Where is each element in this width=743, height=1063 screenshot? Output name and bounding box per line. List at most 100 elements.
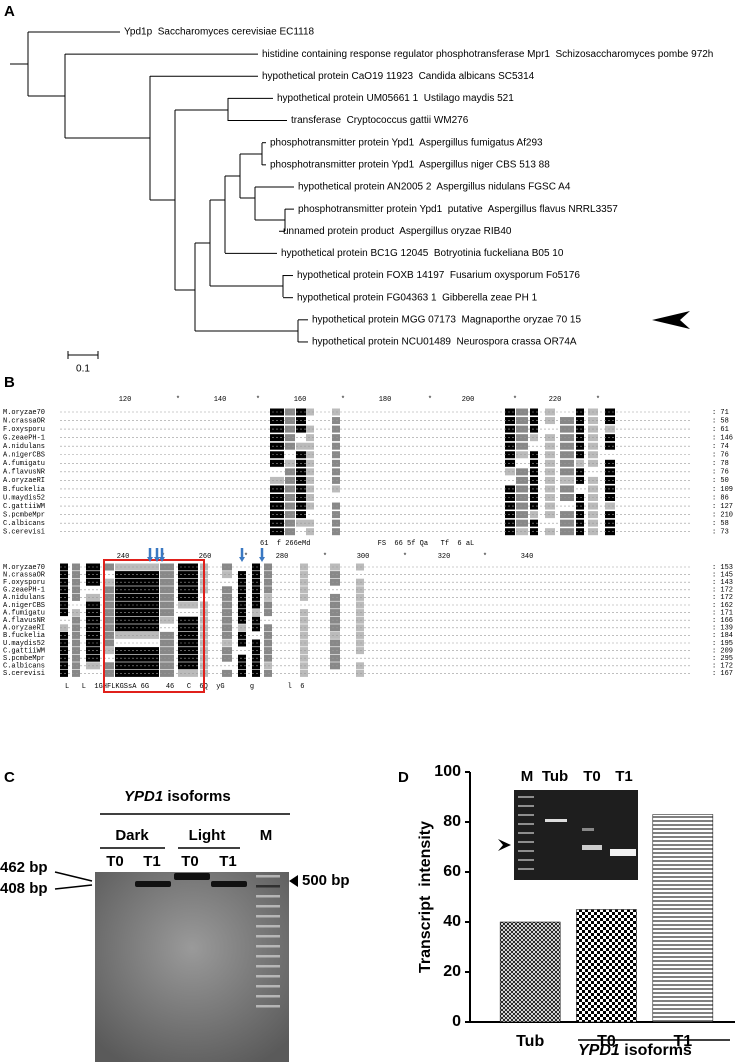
sequence-name: M.oryzae70 bbox=[3, 409, 45, 417]
residue-shade bbox=[160, 669, 174, 677]
leaf-label: hypothetical protein NCU01489 Neurospora… bbox=[312, 337, 577, 348]
band bbox=[211, 881, 247, 887]
residue-shade bbox=[160, 593, 174, 601]
sequence-name: A.oryzaeRI bbox=[3, 625, 45, 633]
sequence-name: U.maydis52 bbox=[3, 494, 45, 502]
y-tick-label: 0 bbox=[452, 1013, 461, 1030]
residue-shade bbox=[330, 624, 340, 632]
leaf-label: phosphotransmitter protein Ypd1 Aspergil… bbox=[270, 137, 543, 148]
lane-label: T1 bbox=[143, 853, 161, 870]
band bbox=[174, 873, 210, 880]
residue-shade bbox=[222, 571, 232, 579]
sequence-name: C.albicans bbox=[3, 520, 45, 528]
ruler-label: 140 bbox=[214, 396, 227, 404]
ladder-band bbox=[256, 975, 280, 978]
residue-shade bbox=[160, 647, 174, 655]
sequence-name: B.fuckelia bbox=[3, 632, 45, 640]
sequence-end: : 295 bbox=[712, 655, 733, 663]
leaf-label: Ypd1p Saccharomyces cerevisiae EC1118 bbox=[124, 27, 315, 38]
sequence-name: M.oryzae70 bbox=[3, 564, 45, 572]
marker-arrow bbox=[54, 871, 93, 882]
x-tick-label: T1 bbox=[673, 1033, 692, 1050]
sequence-end: : 167 bbox=[712, 670, 733, 678]
y-axis-label: Transcript intensity bbox=[417, 821, 434, 973]
condition-label: Dark bbox=[115, 827, 149, 844]
inset-ladder-band bbox=[518, 805, 534, 807]
ruler-label: * bbox=[244, 553, 248, 561]
gel-title-italic: YPD1 bbox=[124, 788, 163, 805]
ruler-label: 200 bbox=[462, 396, 475, 404]
inset-ladder-band bbox=[518, 796, 534, 798]
residue-shade bbox=[160, 609, 174, 617]
residue-shade bbox=[560, 417, 574, 425]
residue-shade bbox=[330, 593, 340, 601]
inset-lane-label: T0 bbox=[583, 768, 601, 785]
ladder-band bbox=[256, 945, 280, 948]
sequence-end: : 50 bbox=[712, 477, 729, 485]
x-tick-label: Tub bbox=[516, 1033, 544, 1050]
ruler-label: * bbox=[341, 396, 345, 404]
sequence-name: S.cerevisi bbox=[3, 529, 45, 537]
sequence-end: : 145 bbox=[712, 571, 733, 579]
residue-shade bbox=[222, 647, 232, 655]
sequence-name: C.gattiiWM bbox=[3, 503, 45, 511]
ruler-label: * bbox=[483, 553, 487, 561]
residue-shade bbox=[222, 639, 232, 647]
sequence-name: G.zeaePH-1 bbox=[3, 434, 45, 442]
ruler-label: * bbox=[596, 396, 600, 404]
sequence-name: C.albicans bbox=[3, 663, 45, 671]
marker-arrowhead bbox=[289, 875, 298, 887]
ladder-band bbox=[256, 965, 280, 968]
sequence-end: : 172 bbox=[712, 594, 733, 602]
inset-band bbox=[582, 845, 602, 850]
sequence-end: : 71 bbox=[712, 409, 729, 417]
inset-band bbox=[610, 849, 636, 856]
residue-shade bbox=[160, 601, 174, 609]
bar bbox=[652, 814, 714, 1023]
sequence-name: N.crassaOR bbox=[3, 571, 46, 579]
residue-shade bbox=[560, 494, 574, 501]
highlight-box bbox=[103, 559, 205, 693]
ruler-label: * bbox=[428, 396, 432, 404]
residue-shade bbox=[560, 442, 574, 450]
sequence-name: G.zeaePH-1 bbox=[3, 587, 45, 595]
consensus: L L 1GHFLKGSsA 6G 46 C 6Q yG g l 6 bbox=[65, 683, 304, 691]
leaf-label: histidine containing response regulator … bbox=[262, 49, 713, 60]
sequence-name: U.maydis52 bbox=[3, 640, 45, 648]
x-tick-label: T0 bbox=[597, 1033, 616, 1050]
sequence-name: S.pcmbeMpr bbox=[3, 655, 45, 663]
sequence-end: : 78 bbox=[712, 460, 729, 468]
sequence-end: : 146 bbox=[712, 434, 733, 442]
leaf-label: hypothetical protein BC1G 12045 Botryoti… bbox=[281, 248, 564, 259]
lane-label: T0 bbox=[106, 853, 124, 870]
residue-shade bbox=[222, 669, 232, 677]
ladder-band bbox=[256, 995, 280, 998]
sequence-name: N.crassaOR bbox=[3, 417, 46, 425]
gel-title: YPD1 isoforms bbox=[124, 788, 231, 805]
residue-shade bbox=[222, 593, 232, 601]
ladder-band bbox=[256, 985, 280, 988]
ruler-label: * bbox=[403, 553, 407, 561]
sequence-end: : 74 bbox=[712, 443, 729, 451]
inset-band bbox=[545, 819, 567, 822]
residue-shade bbox=[160, 654, 174, 662]
residue-shade bbox=[222, 654, 232, 662]
leaf-label: unnamed protein product Aspergillus oryz… bbox=[283, 226, 512, 237]
panel-label: C bbox=[4, 769, 15, 786]
sequence-end: : 58 bbox=[712, 520, 729, 528]
sequence-end: : 76 bbox=[712, 469, 729, 477]
sequence-name: A.nigerCBS bbox=[3, 602, 45, 610]
inset-lane-label: Tub bbox=[542, 768, 568, 785]
residue-shade bbox=[330, 647, 340, 655]
residue-shade bbox=[330, 601, 340, 609]
residue-shade bbox=[330, 654, 340, 662]
ladder-band bbox=[256, 875, 280, 878]
residue-shade bbox=[160, 639, 174, 647]
marker-label: 500 bp bbox=[302, 872, 350, 889]
leaf-label: hypothetical protein UM05661 1 Ustilago … bbox=[277, 93, 514, 104]
sequence-name: A.fumigatu bbox=[3, 460, 45, 468]
bar bbox=[499, 921, 561, 1023]
ruler-label: 340 bbox=[521, 553, 534, 561]
sequence-name: A.flavusNR bbox=[3, 617, 46, 625]
sequence-name: A.nidulans bbox=[3, 443, 45, 451]
